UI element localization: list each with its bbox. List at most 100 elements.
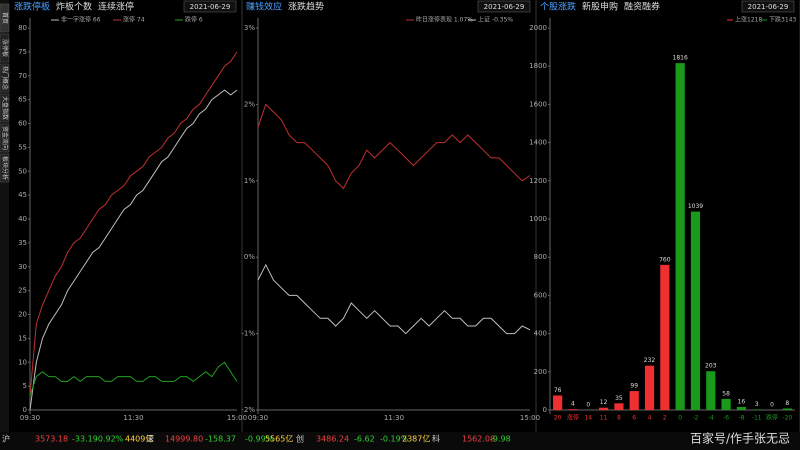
status-item: 3573.18 — [35, 435, 68, 444]
sidebar-tab[interactable]: 涨停板 — [1, 39, 9, 57]
y-tick-label: 40 — [18, 215, 27, 223]
panel-tab[interactable]: 新股申购 — [582, 1, 618, 13]
x-tick-label: 15:00 — [520, 414, 540, 422]
sidebar-tab-bg — [0, 93, 10, 123]
bar-label: 0 — [586, 402, 590, 409]
legend-label: 下跌3143 — [769, 16, 796, 24]
status-item: 4409亿 — [125, 434, 153, 444]
x-tick-label: 涨停 — [567, 414, 579, 422]
bar-label: 0 — [770, 402, 774, 409]
panel-tab[interactable]: 个股涨跌 — [540, 2, 576, 13]
bar — [782, 408, 792, 410]
status-item: -6.62 — [354, 435, 375, 444]
series-line — [29, 51, 238, 396]
panel-tab[interactable]: 涨跌停板 — [14, 1, 50, 13]
y-tick-label: 0% — [244, 253, 255, 261]
watermark: 百家号/作手张无忌 — [690, 431, 790, 446]
status-item: 深 — [146, 435, 154, 444]
y-tick-label: 1600 — [529, 100, 547, 108]
legend-label: 上证 -0.35% — [478, 16, 513, 24]
sidebar-tab[interactable]: 板块分析 — [1, 156, 9, 180]
bar — [690, 211, 701, 410]
bar-label: 16 — [738, 398, 746, 405]
bar — [629, 391, 639, 410]
status-item: 1562.08 — [462, 435, 495, 444]
status-item: 14999.80 — [165, 435, 203, 444]
x-tick-label: 0 — [678, 415, 682, 422]
series-line — [29, 89, 238, 411]
y-tick-label: 10 — [18, 358, 27, 366]
y-tick-label: 0 — [543, 406, 547, 414]
y-tick-label: 30 — [18, 263, 27, 271]
panel-tab[interactable]: 融资融券 — [624, 1, 660, 13]
bar — [660, 264, 670, 410]
panel-tab[interactable]: 炸板个数 — [56, 1, 92, 13]
bar — [644, 365, 655, 410]
date-box[interactable] — [477, 0, 531, 13]
date-box[interactable] — [183, 0, 237, 13]
status-item: 沪 — [2, 434, 10, 444]
y-tick-label: 0 — [23, 406, 27, 414]
panel-tab[interactable]: 赚钱效应 — [246, 1, 282, 13]
x-tick-label: 09:30 — [20, 414, 40, 422]
sidebar-tab[interactable]: 首页 — [1, 12, 9, 24]
x-tick-label: 09:30 — [248, 414, 268, 422]
sidebar-tab-bg — [0, 33, 10, 63]
sidebar-tab[interactable]: 大盘指数 — [1, 96, 9, 120]
sidebar-tab-bg — [0, 123, 10, 153]
y-tick-label: 1200 — [529, 177, 547, 185]
status-item: 创 — [296, 434, 304, 444]
x-tick-label: 8 — [617, 415, 621, 422]
bar-label: 99 — [630, 383, 638, 390]
bar-label: 760 — [659, 256, 671, 263]
sidebar-tab[interactable]: 热门概念 — [1, 66, 9, 90]
y-tick-label: 1% — [244, 177, 255, 185]
bar-label: 12 — [600, 399, 608, 406]
date: 2021-06-29 — [190, 3, 231, 11]
y-tick-label: 25 — [18, 287, 27, 295]
series-line — [257, 103, 531, 190]
date: 2021-06-29 — [748, 3, 789, 11]
status-item: 科 — [432, 434, 440, 444]
y-tick-label: 200 — [534, 368, 547, 376]
panel-tab[interactable]: 连续涨停 — [98, 1, 134, 13]
bar-label: 203 — [705, 363, 717, 370]
y-tick-label: 2000 — [529, 24, 547, 32]
y-tick-label: 800 — [534, 253, 547, 261]
x-tick-label: 15:00 — [227, 414, 247, 422]
bar-label: 58 — [722, 390, 730, 397]
sidebar-tab[interactable]: 资金流向 — [1, 126, 9, 150]
status-item: 3486.24 — [316, 435, 349, 444]
status-item: -33.19 — [72, 435, 98, 444]
y-tick-label: 2% — [244, 100, 255, 108]
x-tick-label: -4 — [708, 415, 714, 422]
date-box[interactable] — [741, 0, 795, 13]
legend-label: 涨停 74 — [123, 16, 145, 24]
bar-label: 232 — [644, 357, 656, 364]
y-tick-label: 55 — [18, 143, 27, 151]
bar — [553, 395, 563, 410]
status-item: -0.92% — [95, 435, 124, 444]
bar-label: 76 — [554, 387, 562, 394]
x-tick-label: 14 — [584, 415, 592, 422]
status-item: 2387亿 — [402, 434, 430, 444]
x-tick-label: 4 — [648, 415, 652, 422]
legend-label: 非一字涨停 66 — [61, 16, 101, 24]
date: 2021-06-29 — [484, 3, 525, 11]
y-tick-label: 35 — [18, 239, 27, 247]
x-tick-label: -8 — [738, 415, 744, 422]
y-tick-label: 60 — [18, 120, 27, 128]
x-tick-label: 20 — [554, 415, 562, 422]
status-item: -158.37 — [205, 435, 236, 444]
bar — [568, 409, 578, 410]
bar — [721, 398, 731, 410]
bar-label: 3 — [755, 401, 759, 408]
bar-label: 8 — [785, 400, 789, 407]
sidebar-tab-bg — [0, 3, 10, 33]
bar-label: 1039 — [688, 203, 703, 210]
bar — [706, 371, 716, 410]
panel-tab[interactable]: 涨跌趋势 — [288, 1, 324, 13]
series-line — [29, 361, 238, 396]
y-tick-label: 20 — [18, 311, 27, 319]
y-tick-label: 65 — [18, 96, 27, 104]
